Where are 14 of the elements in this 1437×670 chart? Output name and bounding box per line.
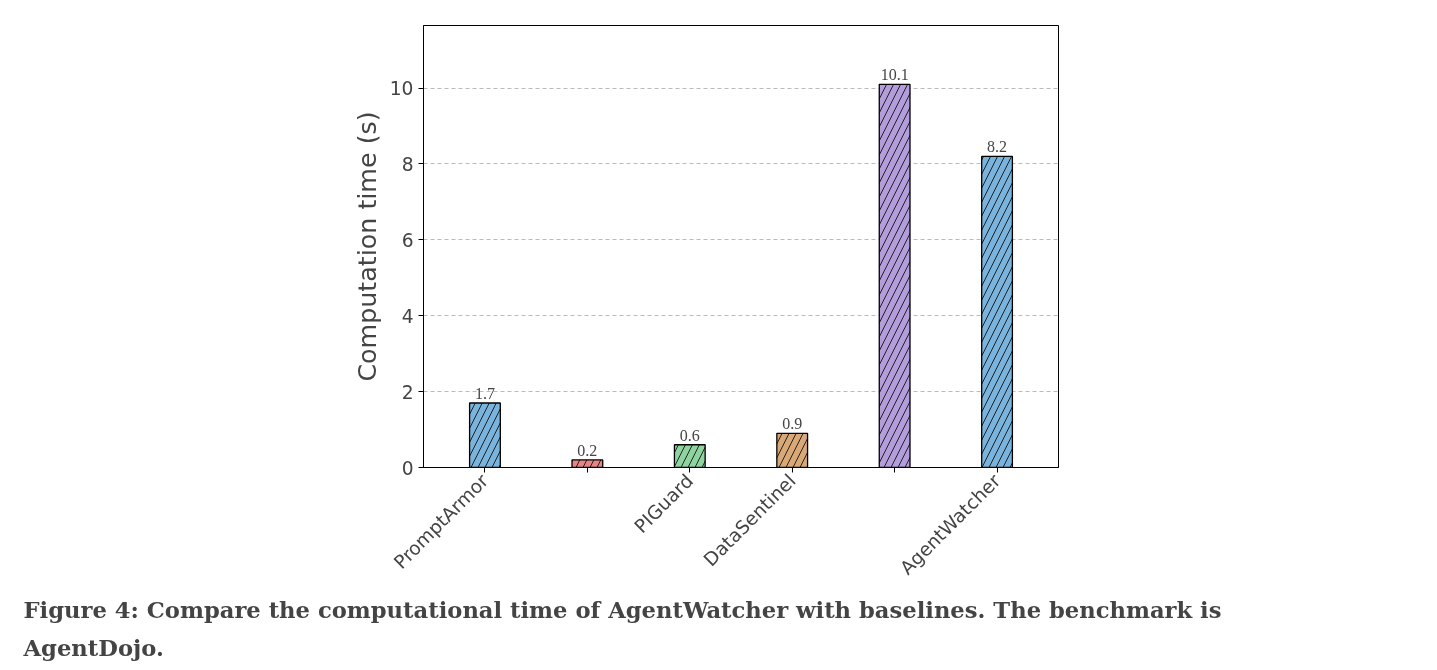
text: Figure 4: Compare the computational time of AgentWatcher with baselines. The benchmark is AgentDojo. <box>22 596 1222 661</box>
y-tick-label: 6 <box>401 229 414 251</box>
data-label: 0.9 <box>782 415 803 433</box>
y-tick-label: 4 <box>401 305 414 327</box>
data-label: 0.2 <box>577 441 598 459</box>
data-label: 1.7 <box>474 385 495 402</box>
y-tick-label: 2 <box>401 381 414 403</box>
y-tick-label: 8 <box>401 153 414 175</box>
y-axis-title: Computation time (s) <box>351 111 382 382</box>
y-tick-label: 10 <box>389 78 414 100</box>
y-tick-label: 0 <box>401 457 414 479</box>
data-label: 10.1 <box>880 66 909 84</box>
data-label: 0.6 <box>679 426 700 444</box>
data-label: 8.2 <box>987 138 1008 156</box>
